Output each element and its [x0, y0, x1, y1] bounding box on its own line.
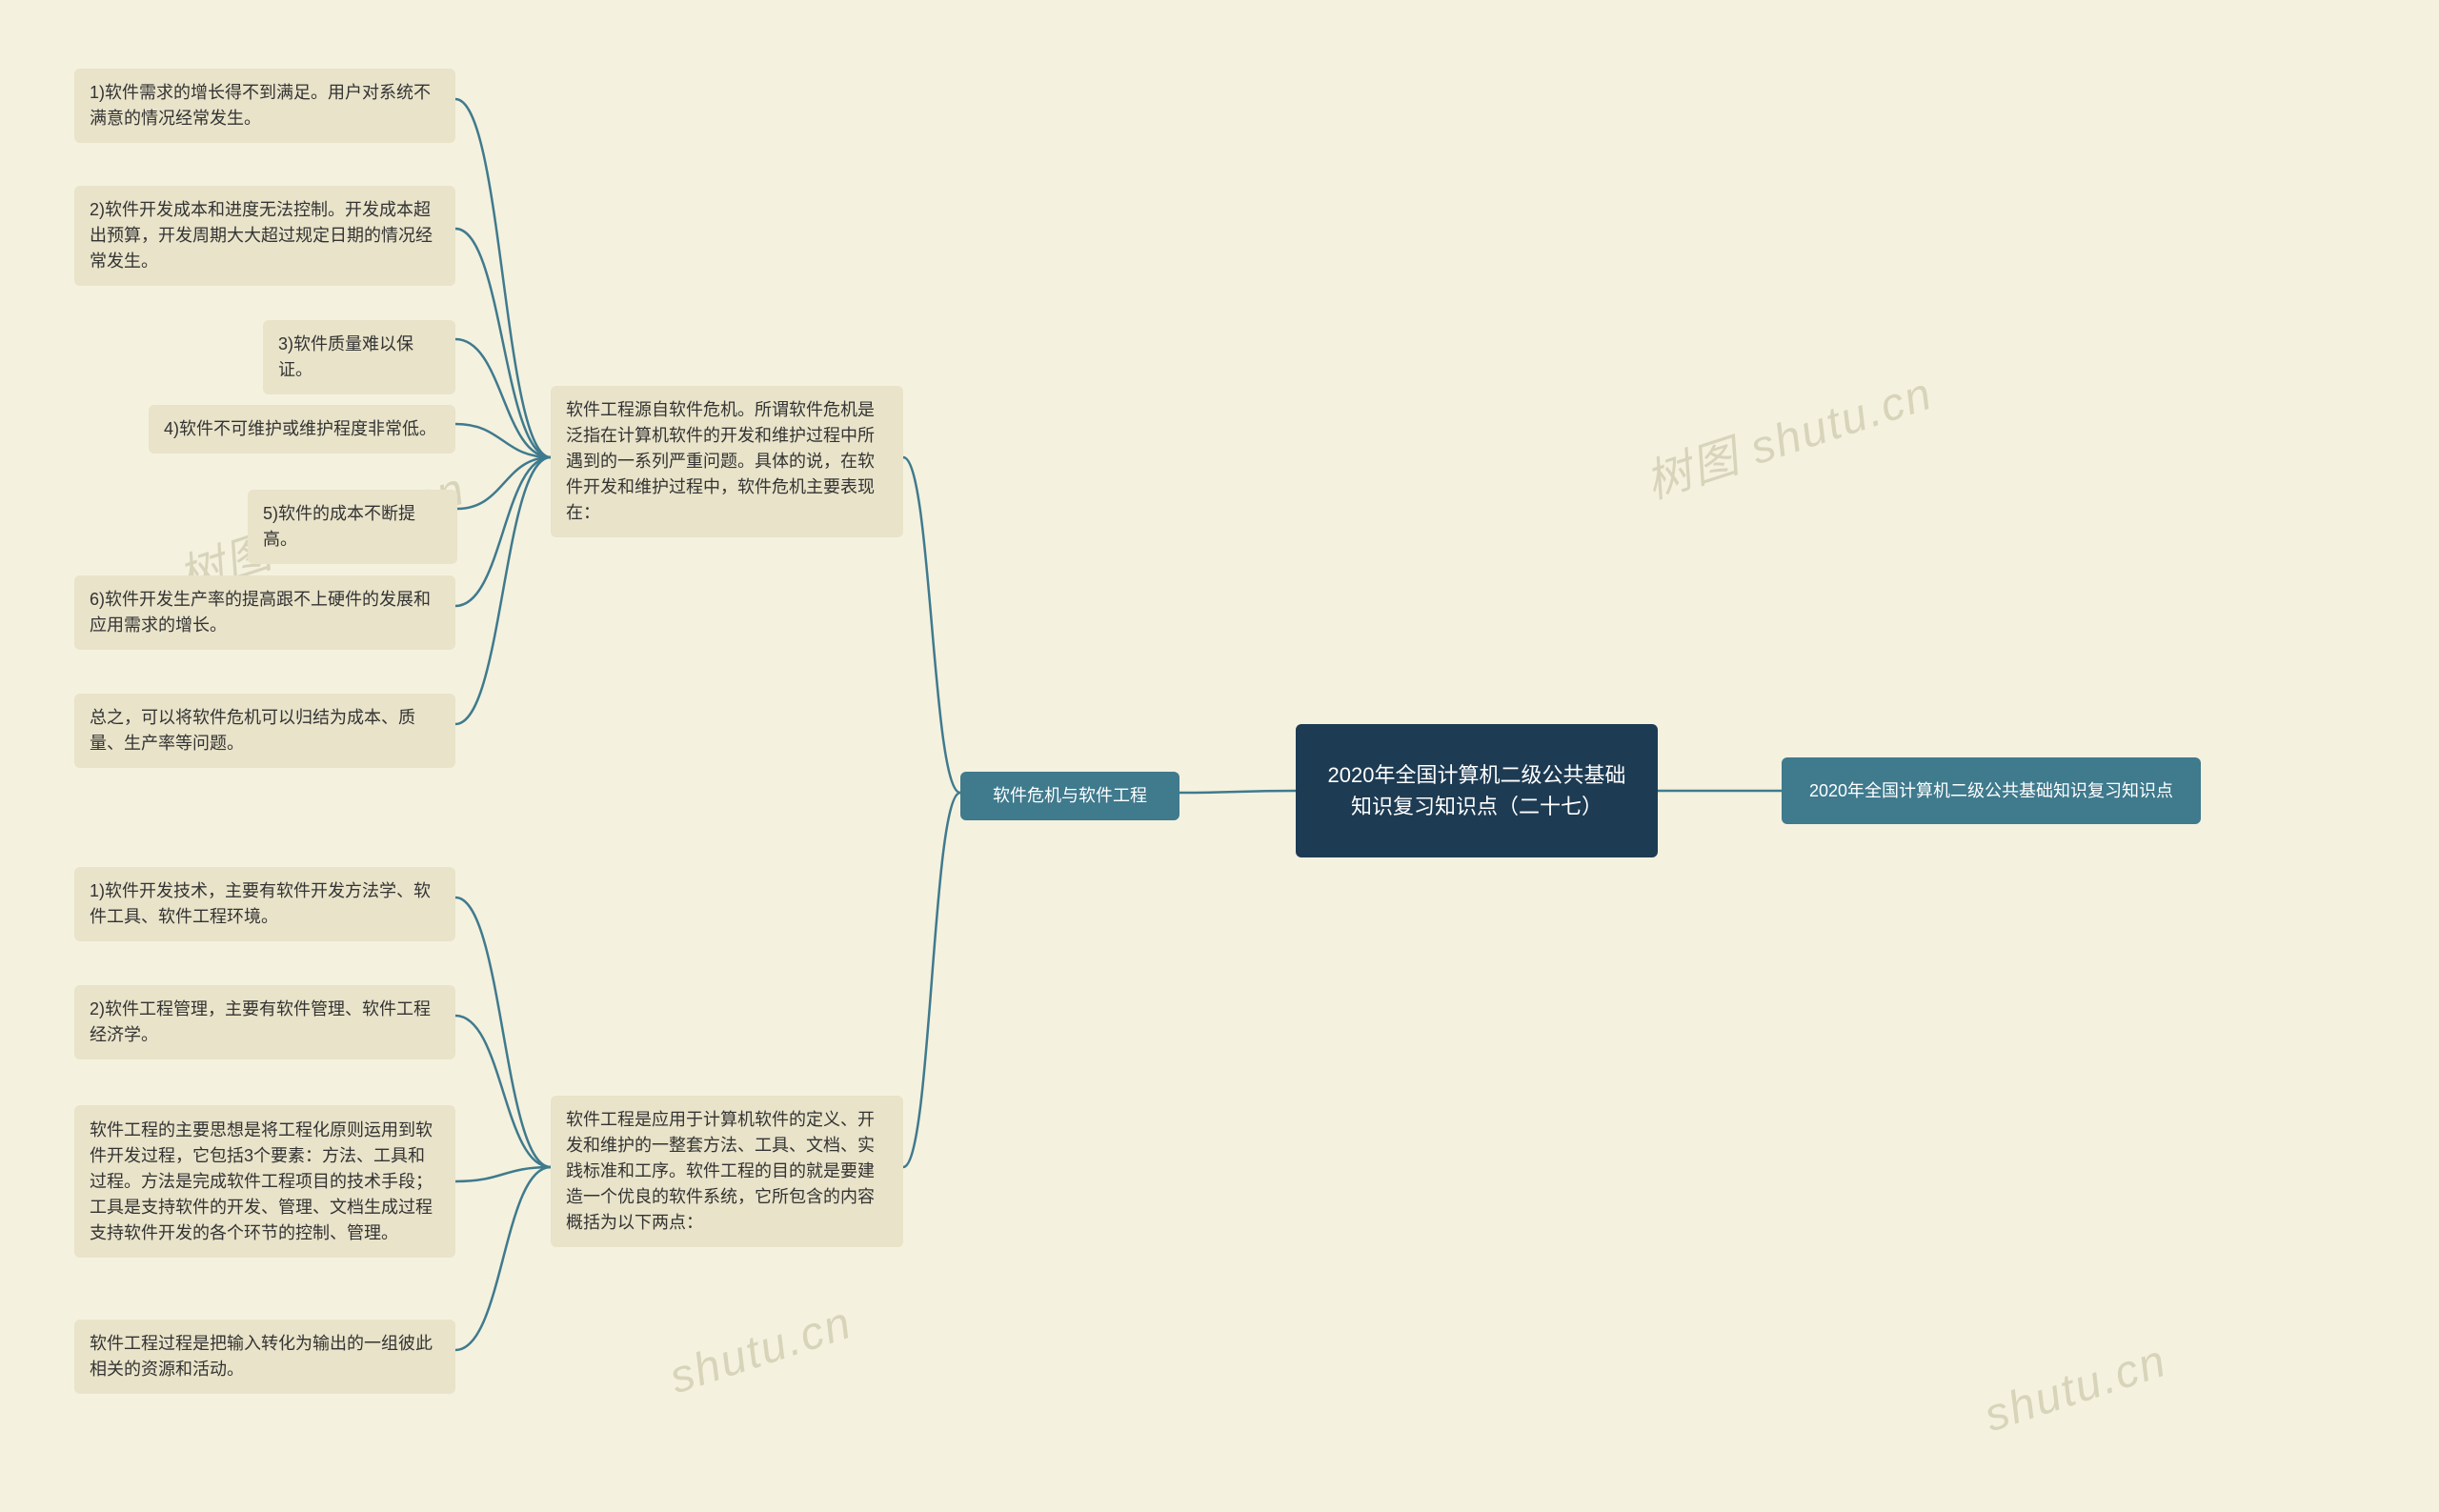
watermark: 树图 shutu.cn	[1636, 355, 1940, 511]
mindmap-node-m1: 软件工程源自软件危机。所谓软件危机是泛指在计算机软件的开发和维护过程中所遇到的一…	[551, 386, 903, 537]
mindmap-node-m2: 软件工程是应用于计算机软件的定义、开发和维护的一整套方法、工具、文档、实践标准和…	[551, 1096, 903, 1247]
mindmap-node-b2: 2)软件工程管理，主要有软件管理、软件工程经济学。	[74, 985, 455, 1059]
mindmap-node-l1: 软件危机与软件工程	[960, 772, 1179, 820]
mindmap-node-a4: 4)软件不可维护或维护程度非常低。	[149, 405, 455, 454]
mindmap-node-b4: 软件工程过程是把输入转化为输出的一组彼此相关的资源和活动。	[74, 1320, 455, 1394]
mindmap-node-root: 2020年全国计算机二级公共基础知识复习知识点（二十七）	[1296, 724, 1658, 857]
mindmap-node-a3: 3)软件质量难以保证。	[263, 320, 455, 394]
mindmap-node-a2: 2)软件开发成本和进度无法控制。开发成本超出预算，开发周期大大超过规定日期的情况…	[74, 186, 455, 286]
mindmap-canvas: 树图 shutu.cn树图 shutu.cnshutu.cnshutu.cn20…	[0, 0, 2439, 1512]
mindmap-node-a6: 6)软件开发生产率的提高跟不上硬件的发展和应用需求的增长。	[74, 575, 455, 650]
mindmap-node-b1: 1)软件开发技术，主要有软件开发方法学、软件工具、软件工程环境。	[74, 867, 455, 941]
mindmap-node-a1: 1)软件需求的增长得不到满足。用户对系统不满意的情况经常发生。	[74, 69, 455, 143]
watermark: shutu.cn	[1978, 1335, 2173, 1442]
mindmap-node-a5: 5)软件的成本不断提高。	[248, 490, 457, 564]
watermark: shutu.cn	[663, 1297, 858, 1404]
mindmap-node-b3: 软件工程的主要思想是将工程化原则运用到软件开发过程，它包括3个要素：方法、工具和…	[74, 1105, 455, 1258]
mindmap-node-r1: 2020年全国计算机二级公共基础知识复习知识点	[1782, 757, 2201, 824]
mindmap-node-a7: 总之，可以将软件危机可以归结为成本、质量、生产率等问题。	[74, 694, 455, 768]
